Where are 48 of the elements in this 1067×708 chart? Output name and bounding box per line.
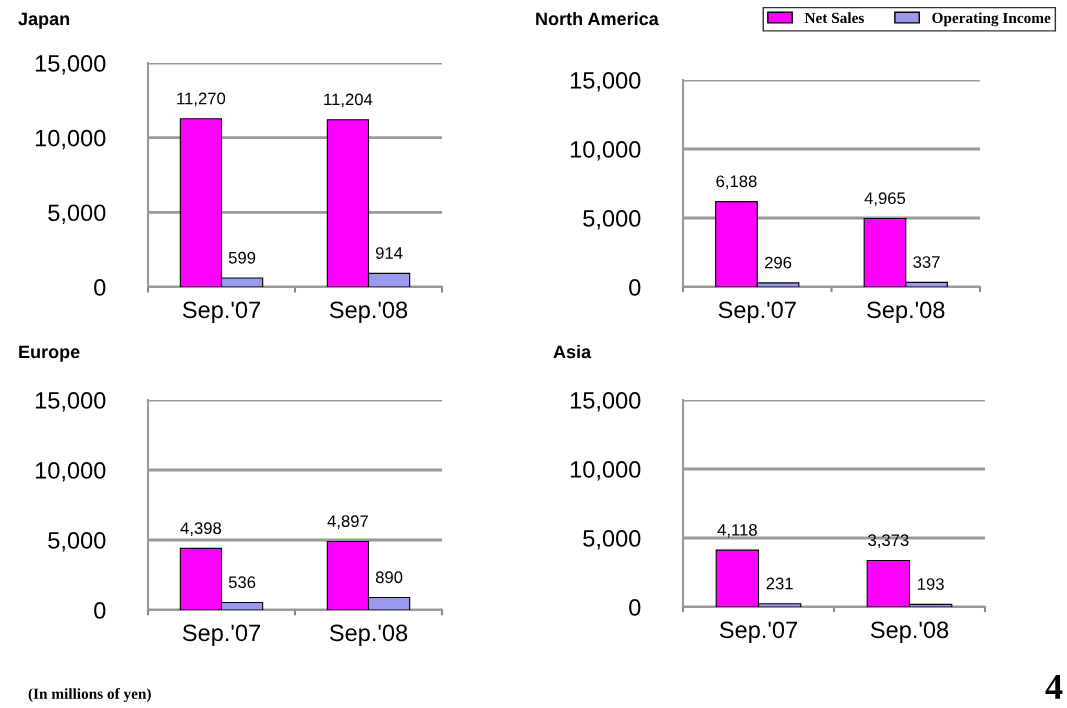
y-tick-label: 10,000 [570, 141, 641, 161]
chart-title: Japan [18, 12, 70, 29]
data-label: 231 [766, 577, 793, 590]
data-label: 4,398 [180, 522, 222, 536]
data-label: 337 [913, 256, 940, 268]
legend-label: Net Sales [804, 12, 864, 24]
y-tick-label: 15,000 [570, 72, 641, 92]
y-tick-label: 5,000 [48, 204, 106, 224]
legend-label: Operating Income [932, 12, 1051, 27]
y-tick-label: 15,000 [570, 392, 641, 412]
x-tick-label: Sep.'08 [867, 301, 945, 323]
x-tick-label: Sep.'08 [329, 624, 408, 646]
y-tick-label: 5,000 [583, 210, 641, 230]
data-label: 4,897 [327, 515, 368, 530]
data-label: 536 [228, 576, 256, 589]
y-tick-label: 0 [629, 279, 641, 296]
data-label: 599 [228, 251, 256, 264]
data-label: 11,270 [177, 92, 226, 107]
data-label: 6,188 [716, 175, 757, 190]
chart-title: North America [536, 12, 659, 26]
y-tick-label: 0 [94, 602, 106, 619]
y-tick-label: 5,000 [48, 532, 106, 552]
y-tick-label: 0 [629, 599, 641, 616]
x-tick-label: Sep.'08 [870, 621, 949, 643]
data-label: 11,204 [324, 93, 373, 108]
text: 4 [1045, 674, 1063, 699]
data-label: 914 [375, 247, 403, 259]
y-tick-label: 5,000 [583, 530, 641, 550]
chart-title: Asia [553, 345, 592, 359]
y-tick-label: 10,000 [35, 462, 106, 482]
data-label: 3,373 [868, 534, 909, 549]
y-tick-label: 15,000 [35, 55, 106, 75]
y-tick-label: 0 [94, 279, 106, 296]
y-tick-label: 10,000 [35, 129, 106, 150]
y-tick-label: 15,000 [35, 392, 106, 412]
chart-title: Europe [19, 345, 80, 362]
x-tick-label: Sep.'08 [329, 301, 408, 323]
data-label: 4,965 [864, 192, 906, 207]
data-label: 4,118 [717, 523, 757, 538]
y-tick-label: 10,000 [570, 461, 641, 481]
data-label: 193 [918, 578, 944, 590]
x-tick-label: Sep.'07 [719, 621, 797, 643]
x-tick-label: Sep.'07 [182, 301, 260, 323]
x-tick-label: Sep.'07 [182, 624, 260, 646]
data-label: 890 [375, 571, 403, 584]
x-tick-label: Sep.'07 [718, 301, 796, 323]
data-label: 296 [764, 256, 792, 269]
text: (In millions of yen) [28, 687, 151, 703]
